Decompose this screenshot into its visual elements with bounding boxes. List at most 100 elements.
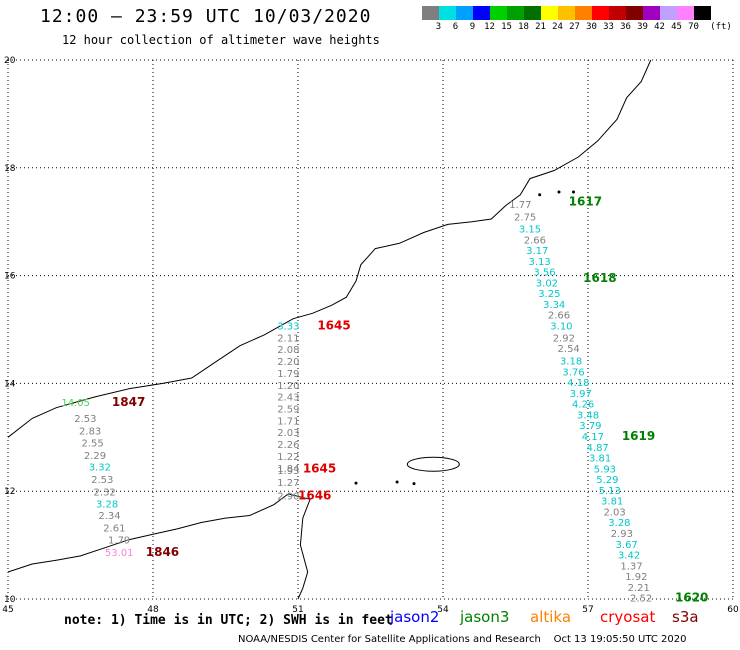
wave-height-value: 3.15 xyxy=(519,224,541,235)
wave-height-value: 5.29 xyxy=(596,475,618,486)
wave-height-value: 2.55 xyxy=(81,438,103,449)
wave-height-value: 4.18 xyxy=(567,378,589,389)
x-tick-label: 51 xyxy=(292,605,303,615)
small-island xyxy=(412,482,416,486)
wave-height-value: 2.03 xyxy=(277,428,299,439)
wave-height-value: 3.56 xyxy=(533,268,555,279)
wave-height-value: 1.92 xyxy=(625,572,647,583)
altimeter-tracks: 1.772.753.152.663.173.133.563.023.253.34… xyxy=(61,195,708,605)
wave-height-value: 1.27 xyxy=(277,478,299,489)
y-tick-label: 18 xyxy=(4,164,16,174)
pass-time-label: 1847 xyxy=(112,395,145,409)
color-swatch xyxy=(456,6,473,20)
color-scale-label: 33 xyxy=(603,22,614,32)
pass-time-label: 1646 xyxy=(298,488,331,502)
wave-height-value: 3.34 xyxy=(543,300,565,311)
wave-height-value: 2.90 xyxy=(277,491,299,502)
color-swatch xyxy=(524,6,541,20)
wave-height-value: 2.03 xyxy=(603,507,625,518)
pass-time-label: 1645 xyxy=(317,319,350,333)
x-tick-label: 57 xyxy=(582,605,593,615)
legend-s3a: s3a xyxy=(672,608,699,626)
color-swatch xyxy=(541,6,558,20)
color-scale-label: 70 xyxy=(688,22,699,32)
small-island xyxy=(538,193,542,197)
color-scale-label: 12 xyxy=(484,22,495,32)
color-swatch xyxy=(694,6,711,20)
wave-height-value: 2.34 xyxy=(98,511,120,522)
wave-height-value: 3.25 xyxy=(538,289,560,300)
wave-height-value: 2.83 xyxy=(79,427,101,438)
footer-credit: NOAA/NESDIS Center for Satellite Applica… xyxy=(238,634,541,645)
color-scale-label: 45 xyxy=(671,22,682,32)
legend-altika: altika xyxy=(530,608,572,626)
wave-height-value: 2.21 xyxy=(628,583,650,594)
wave-height-value: 3.17 xyxy=(526,246,548,257)
wave-height-value: 2.61 xyxy=(103,524,125,535)
x-tick-label: 48 xyxy=(147,605,159,615)
color-scale-labels: 3 6 9 12 15 18 21 24 27 30 33 36 39 42 45 70 (ft) xyxy=(422,22,740,34)
y-tick-label: 10 xyxy=(4,595,16,605)
y-tick-label: 12 xyxy=(4,487,15,497)
wave-height-value: 2.75 xyxy=(514,213,536,224)
wave-height-value: 3.28 xyxy=(608,518,630,529)
footer: NOAA/NESDIS Center for Satellite Applica… xyxy=(238,634,687,645)
color-swatch xyxy=(507,6,524,20)
wave-height-value: 1.84 xyxy=(277,464,299,475)
wave-height-value: 2.20 xyxy=(277,357,299,368)
pass-time-label: 1645 xyxy=(303,461,336,475)
small-island xyxy=(557,190,561,194)
arabia-coastline xyxy=(7,59,652,438)
units-note: note: 1) Time is in UTC; 2) SWH is in fe… xyxy=(64,613,393,628)
small-island xyxy=(572,190,575,194)
color-swatch xyxy=(643,6,660,20)
color-scale-label: 6 xyxy=(452,22,459,32)
wave-height-value: 2.92 xyxy=(553,333,575,344)
wave-height-value: 4.17 xyxy=(582,432,604,443)
x-tick-label: 54 xyxy=(437,605,449,615)
color-scale-label: 21 xyxy=(535,22,546,32)
wave-height-value: 4.26 xyxy=(572,400,594,411)
x-tick-label: 60 xyxy=(727,605,739,615)
wave-height-value: 3.18 xyxy=(560,357,582,368)
wave-height-value: 1.79 xyxy=(108,535,130,546)
small-island xyxy=(395,480,399,484)
wave-height-value: 3.81 xyxy=(601,497,623,508)
color-swatch xyxy=(422,6,439,20)
wave-height-value: 5.93 xyxy=(594,464,616,475)
y-tick-label: 14 xyxy=(4,379,16,389)
color-swatch xyxy=(609,6,626,20)
wave-height-value: 1.37 xyxy=(620,561,642,572)
lat-lon-grid xyxy=(7,59,734,600)
color-scale-label: 3 xyxy=(435,22,442,32)
wave-height-value: 2.53 xyxy=(91,475,113,486)
wave-height-value: 4.87 xyxy=(587,443,609,454)
wave-height-value: 2.43 xyxy=(277,393,299,404)
color-swatch xyxy=(473,6,490,20)
wave-height-value: 1.20 xyxy=(277,381,299,392)
coastline xyxy=(7,59,652,600)
wave-height-value: 2.29 xyxy=(84,451,106,462)
y-tick-label: 16 xyxy=(4,272,16,282)
color-swatch xyxy=(660,6,677,20)
wave-height-value: 2.93 xyxy=(611,529,633,540)
color-scale-label: 24 xyxy=(552,22,563,32)
color-scale-label: 30 xyxy=(586,22,597,32)
color-scale-label: 9 xyxy=(469,22,476,32)
wave-height-value: 3.42 xyxy=(618,551,640,562)
wave-height-value: 3.76 xyxy=(562,367,584,378)
color-swatch xyxy=(439,6,456,20)
wave-height-value: 3.81 xyxy=(589,454,611,465)
wave-height-color-scale xyxy=(422,6,711,20)
axis-ticks: 45 48 51 54 57 60 20 18 16 14 12 10 xyxy=(2,56,739,615)
color-scale-label: 27 xyxy=(569,22,580,32)
wave-height-value: 1.93 xyxy=(277,466,299,477)
wave-height-value: 2.54 xyxy=(558,344,580,355)
wave-height-value: 14.05 xyxy=(61,398,90,409)
pass-time-label: 1620 xyxy=(675,591,708,605)
pass-time-label: 1618 xyxy=(583,271,616,285)
legend-jason2: jason2 xyxy=(390,608,440,626)
legend-jason3: jason3 xyxy=(460,608,510,626)
wave-height-value: 3.02 xyxy=(536,278,558,289)
